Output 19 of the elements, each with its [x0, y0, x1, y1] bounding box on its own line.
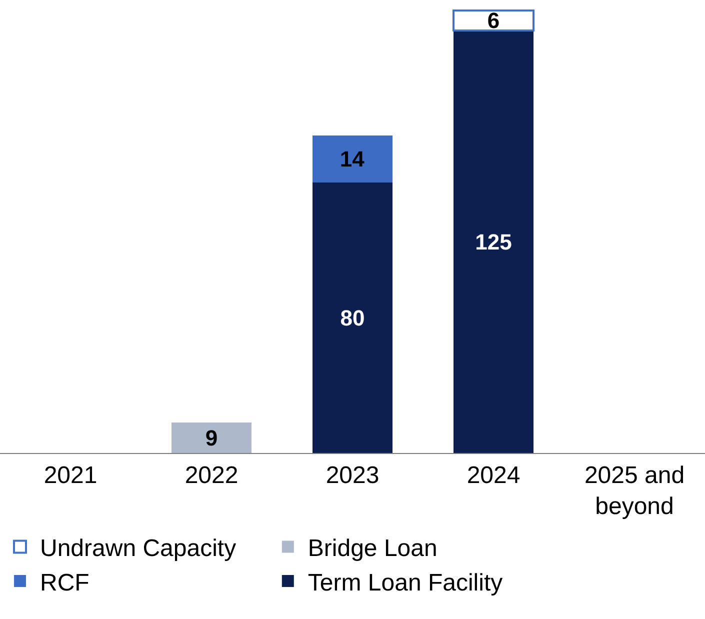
x-tick-label: 2024 — [466, 462, 520, 489]
x-tick-label: 2025 and beyond — [584, 462, 685, 520]
x-tick-label: 2021 — [44, 462, 98, 489]
bar — [171, 422, 252, 453]
bar — [452, 9, 535, 32]
x-tick-label: 2023 — [326, 462, 380, 489]
bar — [312, 182, 393, 453]
legend-label: Bridge Loan — [308, 535, 438, 562]
bar — [312, 135, 393, 183]
data-label: 80 — [340, 305, 365, 330]
data-label: 125 — [475, 229, 512, 254]
data-label: 14 — [340, 146, 366, 172]
legend-label: Term Loan Facility — [308, 569, 503, 596]
x-tick-label: 2022 — [184, 462, 238, 489]
legend-label: Undrawn Capacity — [40, 535, 236, 562]
data-label: 9 — [205, 425, 218, 450]
legend-label: RCF — [40, 569, 90, 596]
bar — [453, 30, 534, 453]
data-label: 6 — [487, 8, 500, 33]
